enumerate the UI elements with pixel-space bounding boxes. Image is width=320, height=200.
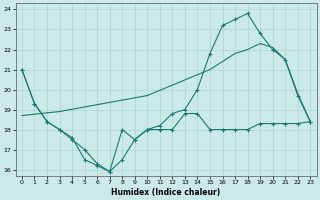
- X-axis label: Humidex (Indice chaleur): Humidex (Indice chaleur): [111, 188, 221, 197]
